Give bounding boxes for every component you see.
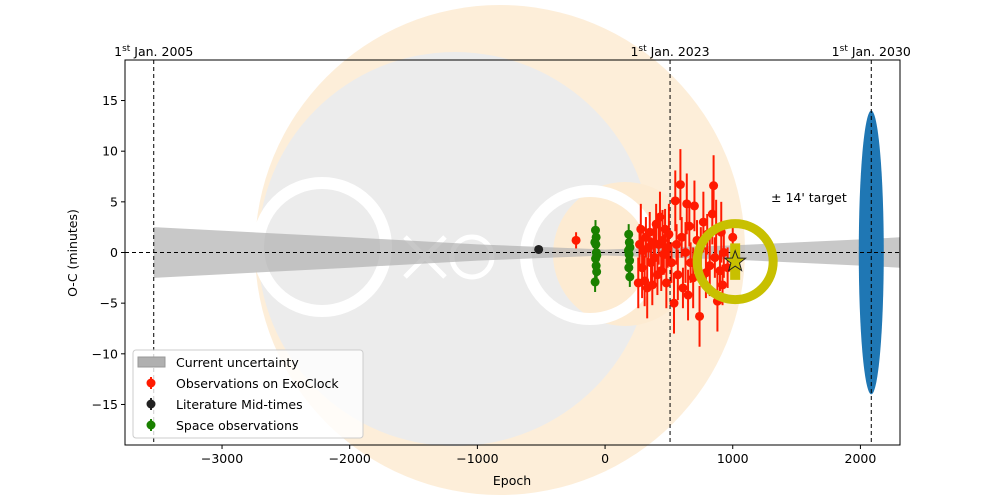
legend-marker — [146, 399, 156, 409]
legend-label: Current uncertainty — [176, 355, 299, 370]
y-tick-label: 15 — [102, 93, 118, 108]
data-point — [677, 232, 687, 242]
data-point — [672, 239, 682, 249]
x-tick-label: −2000 — [329, 451, 371, 466]
legend-label: Observations on ExoClock — [176, 376, 339, 391]
data-point — [681, 248, 691, 257]
data-point — [659, 250, 669, 260]
x-tick-label: −1000 — [456, 451, 498, 466]
legend-label: Space observations — [176, 418, 299, 433]
data-point — [664, 229, 674, 239]
y-axis-label: O-C (minutes) — [65, 209, 80, 297]
x-tick-label: 2000 — [845, 451, 877, 466]
legend-marker — [146, 378, 156, 388]
date-marker-label: 1st Jan. 2023 — [630, 44, 709, 59]
x-axis: −3000 −2000 −1000 0 1000 2000 — [201, 445, 876, 466]
data-point — [710, 253, 720, 263]
data-point — [624, 263, 634, 273]
data-point — [592, 267, 602, 277]
data-point — [695, 311, 705, 321]
legend: Current uncertainty Observations on ExoC… — [132, 349, 364, 439]
data-point — [709, 181, 719, 191]
data-point — [666, 258, 676, 268]
legend-marker — [146, 420, 156, 430]
legend-label: Literature Mid-times — [176, 397, 303, 412]
y-tick-label: 0 — [110, 245, 118, 260]
data-point — [728, 232, 738, 242]
legend-swatch-uncertainty — [137, 356, 166, 368]
x-tick-label: −3000 — [201, 451, 243, 466]
data-point — [590, 237, 600, 247]
y-tick-label: 5 — [110, 194, 118, 209]
data-point — [678, 283, 688, 293]
date-marker-label: 1st Jan. 2005 — [114, 44, 193, 59]
plot-content — [125, 60, 900, 445]
data-point — [534, 244, 544, 254]
data-point — [661, 278, 671, 288]
data-point — [645, 227, 655, 237]
x-tick-label: 1000 — [717, 451, 749, 466]
data-point — [689, 201, 699, 211]
y-axis: −15 −10 −5 0 5 10 15 — [92, 93, 125, 412]
y-tick-label: −5 — [100, 296, 118, 311]
data-point — [571, 235, 581, 245]
target-star-marker — [723, 249, 748, 272]
target-ring — [692, 219, 778, 305]
data-point — [705, 261, 715, 271]
plot-area — [125, 60, 900, 445]
x-axis-label: Epoch — [493, 473, 531, 488]
target-annotation: ± 14' target — [771, 190, 847, 205]
date-marker-labels: 1st Jan. 2005 1st Jan. 2023 1st Jan. 2030 — [114, 44, 911, 59]
data-point — [718, 280, 728, 290]
data-point — [719, 248, 729, 257]
data-point — [670, 196, 680, 206]
data-point — [698, 217, 708, 227]
data-point — [675, 180, 685, 190]
data-point — [673, 270, 683, 280]
data-point — [623, 245, 633, 255]
y-tick-label: 10 — [102, 144, 118, 159]
data-point — [669, 298, 679, 308]
data-point — [590, 277, 600, 287]
y-tick-label: −15 — [92, 397, 118, 412]
data-point — [592, 251, 602, 261]
data-point — [625, 272, 635, 282]
date-marker-label: 1st Jan. 2030 — [832, 44, 911, 59]
y-tick-label: −10 — [92, 346, 118, 361]
data-point — [684, 221, 694, 231]
data-point — [683, 290, 693, 300]
x-tick-label: 0 — [601, 451, 609, 466]
